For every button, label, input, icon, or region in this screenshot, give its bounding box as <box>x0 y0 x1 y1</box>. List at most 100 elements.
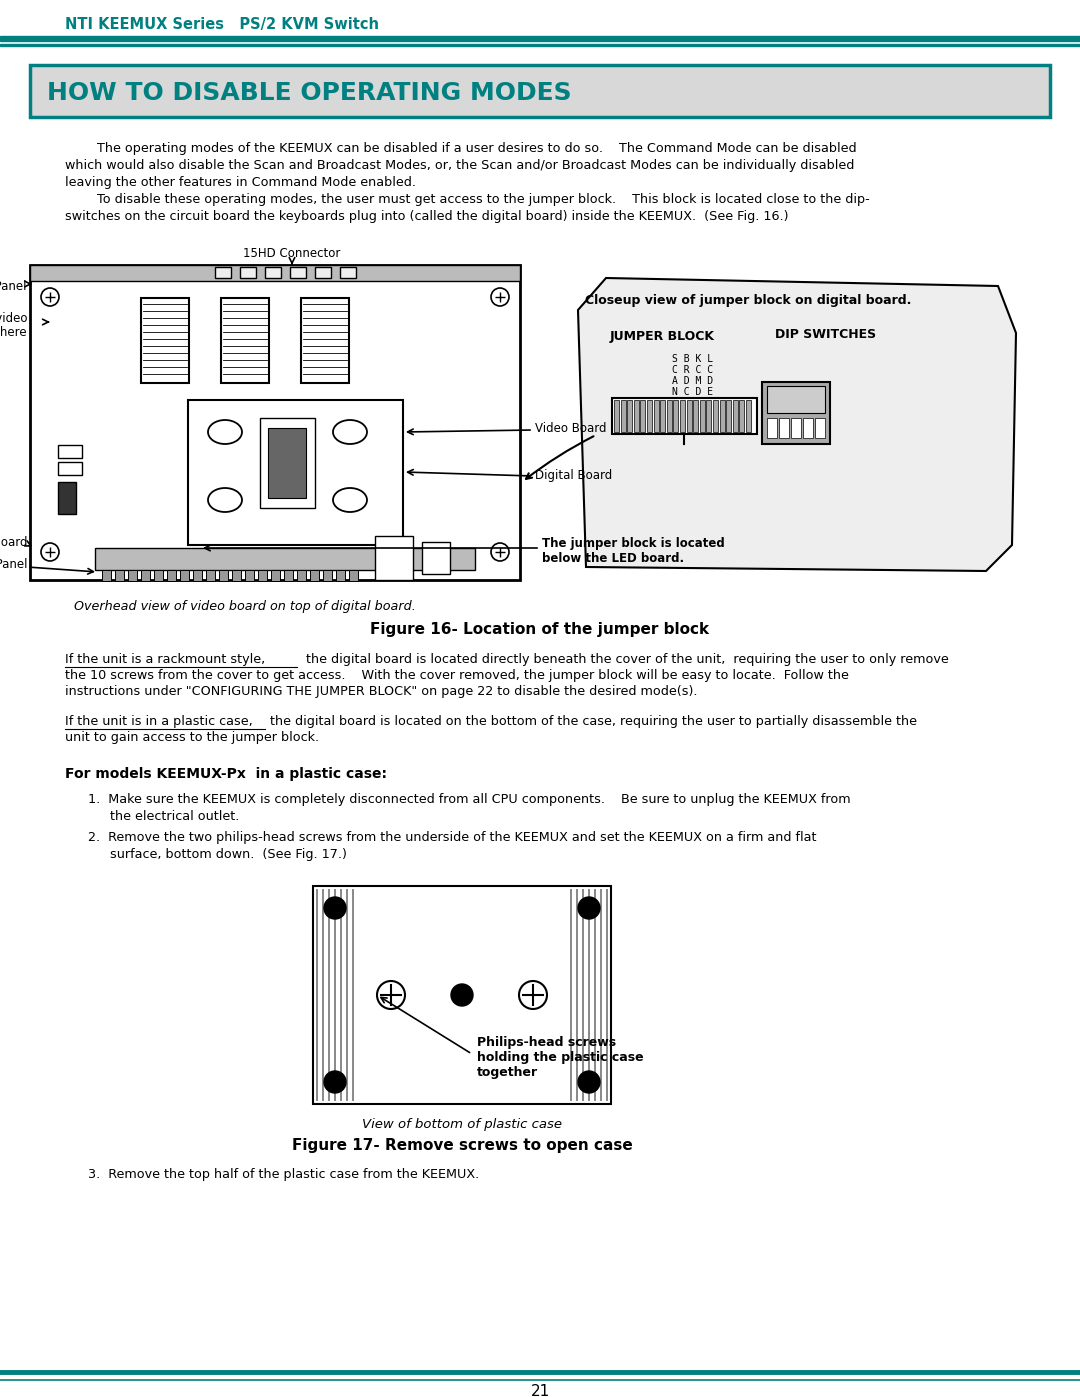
Bar <box>666 400 672 432</box>
Bar <box>310 570 319 581</box>
Bar <box>627 400 632 432</box>
Bar <box>340 267 356 278</box>
Bar <box>102 570 111 581</box>
Text: HOW TO DISABLE OPERATING MODES: HOW TO DISABLE OPERATING MODES <box>48 81 571 105</box>
Text: 21: 21 <box>530 1383 550 1397</box>
Bar <box>791 418 801 439</box>
Text: If the unit is a rackmount style,: If the unit is a rackmount style, <box>65 652 266 666</box>
Text: instructions under "CONFIGURING THE JUMPER BLOCK" on page 22 to disable the desi: instructions under "CONFIGURING THE JUMP… <box>65 685 698 698</box>
Text: The operating modes of the KEEMUX can be disabled if a user desires to do so.   : The operating modes of the KEEMUX can be… <box>65 142 856 155</box>
Bar <box>167 570 176 581</box>
Bar <box>215 267 231 278</box>
Bar <box>193 570 202 581</box>
Bar <box>301 298 349 383</box>
Bar <box>733 400 738 432</box>
Text: If the unit is in a plastic case,: If the unit is in a plastic case, <box>65 715 253 728</box>
Text: For models KEEMUX-Px  in a plastic case:: For models KEEMUX-Px in a plastic case: <box>65 767 387 781</box>
Text: holding the plastic case: holding the plastic case <box>477 1051 644 1065</box>
Bar <box>706 400 712 432</box>
Bar <box>291 267 306 278</box>
Text: The jumper block is located: The jumper block is located <box>542 536 725 549</box>
Bar <box>767 386 825 414</box>
Text: C R C C: C R C C <box>672 365 713 374</box>
Bar <box>621 400 625 432</box>
Text: below the LED board.: below the LED board. <box>542 552 684 564</box>
Bar <box>746 400 751 432</box>
Circle shape <box>578 1071 600 1092</box>
Text: switches on the circuit board the keyboards plug into (called the digital board): switches on the circuit board the keyboa… <box>65 210 788 224</box>
Text: leaving the other features in Command Mode enabled.: leaving the other features in Command Mo… <box>65 176 416 189</box>
Text: Figure 17- Remove screws to open case: Figure 17- Remove screws to open case <box>292 1139 633 1153</box>
Text: surface, bottom down.  (See Fig. 17.): surface, bottom down. (See Fig. 17.) <box>110 848 347 861</box>
Bar <box>647 400 652 432</box>
Bar <box>719 400 725 432</box>
Bar <box>141 570 150 581</box>
Bar <box>260 418 315 509</box>
Bar <box>653 400 659 432</box>
Polygon shape <box>578 278 1016 571</box>
Bar <box>0 43 1080 46</box>
Bar <box>315 267 330 278</box>
Text: LED Board: LED Board <box>0 535 27 549</box>
Text: the electrical outlet.: the electrical outlet. <box>110 810 240 823</box>
Bar <box>674 400 678 432</box>
Bar <box>206 570 215 581</box>
Text: 1.  Make sure the KEEMUX is completely disconnected from all CPU components.    : 1. Make sure the KEEMUX is completely di… <box>87 793 851 806</box>
Text: NTI KEEMUX Series   PS/2 KVM Switch: NTI KEEMUX Series PS/2 KVM Switch <box>65 18 379 32</box>
Bar <box>30 66 1050 117</box>
Text: Closeup view of jumper block on digital board.: Closeup view of jumper block on digital … <box>585 293 912 307</box>
Bar <box>258 570 267 581</box>
Bar <box>284 570 293 581</box>
Text: which would also disable the Scan and Broadcast Modes, or, the Scan and/or Broad: which would also disable the Scan and Br… <box>65 159 854 172</box>
Bar <box>268 427 306 497</box>
Bar <box>687 400 691 432</box>
Text: the 10 screws from the cover to get access.    With the cover removed, the jumpe: the 10 screws from the cover to get acce… <box>65 669 849 682</box>
Bar <box>779 418 789 439</box>
Bar <box>95 548 475 570</box>
Text: Philips-head screws: Philips-head screws <box>477 1037 616 1049</box>
Bar <box>0 36 1080 41</box>
Bar <box>323 570 332 581</box>
Text: Rear  Panel: Rear Panel <box>0 281 27 293</box>
Bar <box>114 570 124 581</box>
Text: together: together <box>477 1066 538 1078</box>
Text: N C D E: N C D E <box>672 387 713 397</box>
Text: View of bottom of plastic case: View of bottom of plastic case <box>362 1118 562 1132</box>
Text: Front Panel: Front Panel <box>0 559 27 571</box>
Bar <box>615 400 619 432</box>
Bar <box>180 570 189 581</box>
Text: To disable these operating modes, the user must get access to the jumper block. : To disable these operating modes, the us… <box>65 193 869 205</box>
Text: 2.  Remove the two philips-head screws from the underside of the KEEMUX and set : 2. Remove the two philips-head screws fr… <box>87 831 816 844</box>
Bar <box>767 418 777 439</box>
Bar <box>740 400 744 432</box>
Bar <box>30 265 519 580</box>
Bar <box>271 570 280 581</box>
Text: unit to gain access to the jumper block.: unit to gain access to the jumper block. <box>65 731 319 745</box>
Text: the digital board is located on the bottom of the case, requiring the user to pa: the digital board is located on the bott… <box>266 715 917 728</box>
Circle shape <box>451 983 473 1006</box>
Bar <box>141 298 189 383</box>
Text: Disconnect video: Disconnect video <box>0 312 27 324</box>
Text: 3.  Remove the top half of the plastic case from the KEEMUX.: 3. Remove the top half of the plastic ca… <box>87 1168 480 1180</box>
Text: ribbons here: ribbons here <box>0 326 27 338</box>
Bar <box>30 265 519 281</box>
Bar <box>422 542 450 574</box>
Bar <box>188 400 403 545</box>
Bar <box>349 570 357 581</box>
Bar <box>297 570 306 581</box>
Circle shape <box>324 1071 346 1092</box>
Text: A D M D: A D M D <box>672 376 713 386</box>
Bar <box>726 400 731 432</box>
Bar <box>219 570 228 581</box>
Text: DIP SWITCHES: DIP SWITCHES <box>775 328 876 341</box>
Bar <box>612 398 757 434</box>
Text: the digital board is located directly beneath the cover of the unit,  requiring : the digital board is located directly be… <box>298 652 948 666</box>
Text: Figure 16- Location of the jumper block: Figure 16- Location of the jumper block <box>370 622 710 637</box>
Circle shape <box>578 897 600 919</box>
Bar <box>232 570 241 581</box>
Bar <box>640 400 646 432</box>
Text: Video Board: Video Board <box>535 422 607 434</box>
Bar <box>58 446 82 458</box>
Bar <box>221 298 269 383</box>
Circle shape <box>324 897 346 919</box>
